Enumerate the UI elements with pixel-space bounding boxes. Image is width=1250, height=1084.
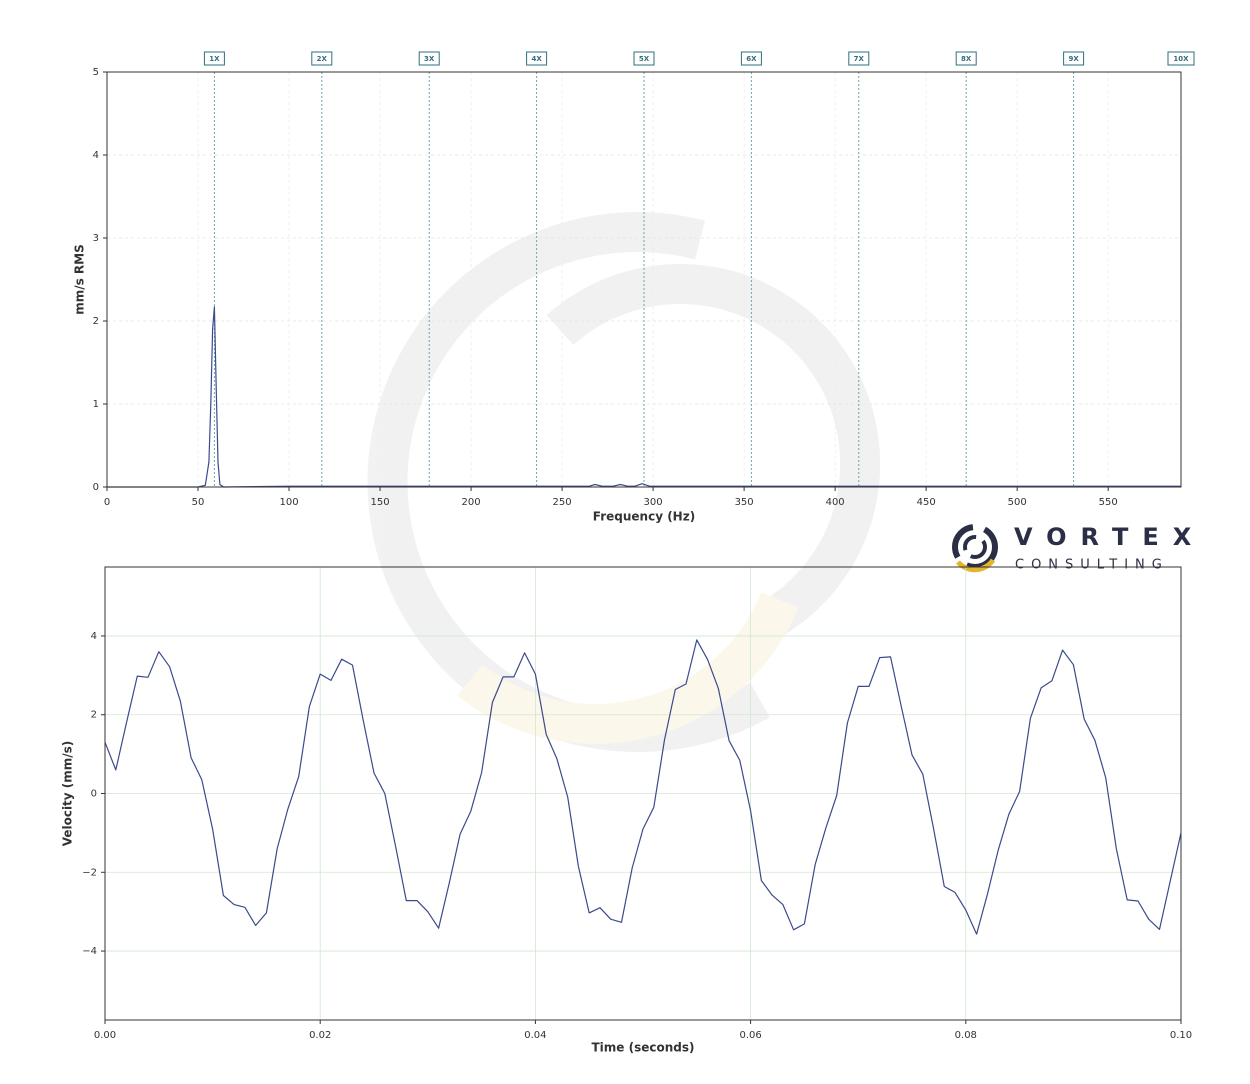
harmonic-box [526,51,548,66]
x-tick-label: 0.00 [94,1030,116,1041]
harmonic-label: 5X [639,55,650,63]
x-tick-label: 0.02 [309,1030,331,1041]
harmonic-box [955,51,977,66]
x-tick-label: 400 [826,497,845,508]
harmonic-box [740,51,762,66]
harmonic-label: 10X [1173,55,1189,63]
x-axis-label: Time (seconds) [591,1041,694,1055]
x-tick-label: 0.06 [739,1030,761,1041]
x-tick-label: 500 [1008,497,1027,508]
x-tick-label: 0 [104,497,110,508]
y-tick-label: 0 [91,789,97,800]
y-tick-label: 2 [93,316,99,327]
x-tick-label: 50 [192,497,205,508]
harmonic-box [418,51,440,66]
y-tick-label: 1 [93,399,99,410]
harmonic-box [1167,51,1195,66]
harmonic-label: 3X [424,55,435,63]
harmonic-box [203,51,225,66]
harmonic-label: 2X [317,55,328,63]
x-tick-label: 0.10 [1170,1030,1192,1041]
x-tick-label: 0.08 [955,1030,977,1041]
data-line [107,306,1181,488]
brand-logo: VORTEX CONSULTING [952,523,1205,573]
harmonic-label: 8X [961,55,972,63]
harmonic-label: 1X [209,55,220,63]
brand-name: VORTEX [1014,523,1205,551]
plot-frame [106,71,1182,488]
y-axis-label: mm/s RMS [73,244,87,315]
watermark [367,212,881,753]
x-tick-label: 350 [735,497,754,508]
y-tick-label: −2 [82,867,97,878]
x-tick-label: 150 [371,497,390,508]
harmonic-label: 4X [531,55,542,63]
harmonic-box [1063,51,1085,66]
harmonic-box [848,51,870,66]
harmonic-label: 9X [1068,55,1079,63]
harmonic-box [633,51,655,66]
x-tick-label: 450 [917,497,936,508]
x-tick-label: 550 [1099,497,1118,508]
brand-tagline: CONSULTING [1015,558,1169,573]
harmonic-label: 6X [746,55,757,63]
y-tick-label: 5 [93,67,99,78]
data-line [104,639,1182,935]
x-tick-label: 250 [553,497,572,508]
harmonic-box [311,51,333,66]
y-tick-label: 2 [91,710,97,721]
y-tick-label: 4 [93,150,99,161]
y-tick-label: −4 [82,946,97,957]
y-tick-label: 3 [93,233,99,244]
y-tick-label: 4 [91,631,97,642]
x-tick-label: 100 [279,497,298,508]
x-tick-label: 0.04 [524,1030,546,1041]
x-tick-label: 300 [644,497,663,508]
x-tick-label: 200 [462,497,481,508]
y-tick-label: 0 [93,482,99,493]
plot-frame [104,566,1182,1021]
harmonic-label: 7X [854,55,865,63]
x-axis-label: Frequency (Hz) [593,510,695,524]
y-axis-label: Velocity (mm/s) [61,741,75,847]
